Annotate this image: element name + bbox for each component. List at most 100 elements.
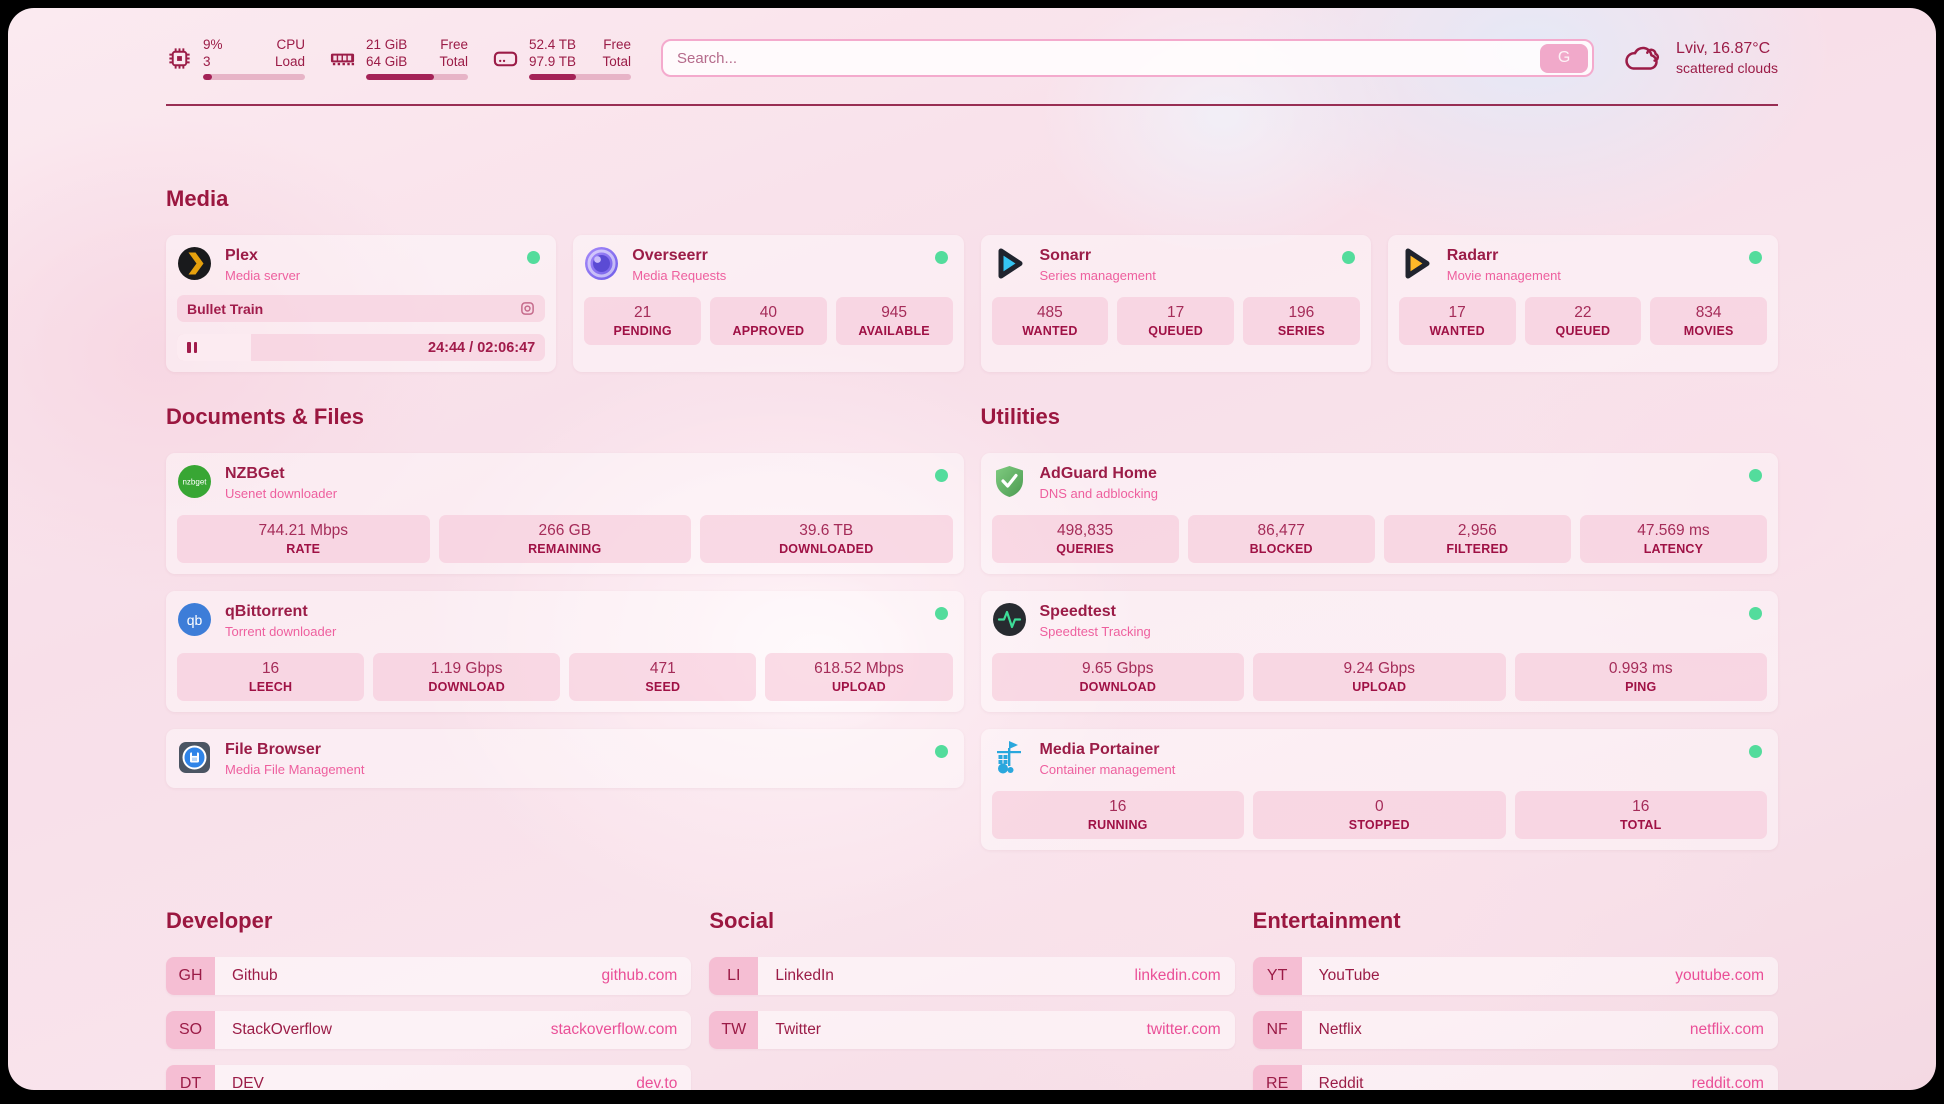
bookmark-group-social: Social LI LinkedIn linkedin.com TW Twitt… — [709, 908, 1235, 1090]
pause-icon[interactable] — [187, 342, 197, 353]
weather-condition: scattered clouds — [1676, 60, 1778, 76]
status-dot — [1749, 469, 1762, 482]
portainer-icon — [992, 740, 1027, 775]
stat-approved: 40 APPROVED — [710, 297, 827, 345]
bookmark-abbr: TW — [709, 1011, 759, 1049]
stat-pending: 21 PENDING — [584, 297, 701, 345]
bookmark-youtube[interactable]: YT YouTube youtube.com — [1252, 957, 1778, 995]
plex-icon — [177, 246, 212, 281]
bookmark-abbr: DT — [166, 1065, 215, 1090]
cpu-progress-fill — [203, 74, 213, 80]
stat-leech: 16 LEECH — [177, 653, 365, 701]
overseerr-icon — [584, 246, 619, 281]
bookmark-group-developer: Developer GH Github github.com SO StackO… — [166, 908, 692, 1090]
service-title: Sonarr — [1039, 247, 1092, 264]
search-bar: G — [661, 39, 1595, 77]
disk-free-line: 52.4 TB Free — [529, 36, 631, 53]
header-bar: 9% CPU 3 Load — [166, 36, 1778, 80]
service-title: NZBGet — [225, 465, 285, 482]
cpu-usage-value: 9% — [203, 37, 223, 52]
stat-remaining: 266 GB REMAINING — [438, 515, 691, 563]
bookmark-name: LinkedIn — [775, 967, 834, 984]
status-dot — [934, 469, 948, 482]
section-media: Media Plex Media server — [166, 186, 1778, 372]
status-dot — [1749, 251, 1762, 264]
service-card-sonarr[interactable]: Sonarr Series management 485 WANTED 17 Q… — [980, 235, 1371, 372]
bookmark-name: StackOverflow — [232, 1021, 332, 1038]
svg-text:qb: qb — [187, 612, 203, 628]
cpu-usage-label: CPU — [276, 37, 305, 52]
expand-view-icon[interactable] — [520, 301, 535, 316]
service-card-qbittorrent[interactable]: qb qBittorrent Torrent downloader 16 LEE… — [166, 591, 964, 712]
bookmark-github[interactable]: GH Github github.com — [166, 957, 692, 995]
resource-cpu: 9% CPU 3 Load — [166, 36, 305, 80]
service-card-nzbget[interactable]: nzbget NZBGet Usenet downloader 744.21 M… — [166, 453, 964, 574]
bookmark-name: DEV — [232, 1075, 264, 1090]
search-provider-button[interactable]: G — [1540, 43, 1589, 73]
service-title: Media Portainer — [1039, 741, 1160, 758]
bookmark-dev[interactable]: DT DEV dev.to — [166, 1065, 692, 1090]
service-subtitle: Usenet downloader — [225, 486, 338, 501]
service-card-filebrowser[interactable]: File Browser Media File Management — [166, 729, 964, 788]
bookmark-linkedin[interactable]: LI LinkedIn linkedin.com — [709, 957, 1235, 995]
service-subtitle: Media Requests — [632, 268, 727, 283]
now-playing-row: Bullet Train — [177, 295, 546, 322]
bookmark-domain: reddit.com — [1691, 1075, 1764, 1090]
cloud-icon — [1622, 42, 1664, 74]
service-card-plex[interactable]: Plex Media server Bullet Train — [166, 235, 557, 372]
bookmark-domain: github.com — [601, 967, 678, 984]
search-input[interactable] — [677, 49, 1541, 67]
status-dot — [934, 251, 948, 264]
sonarr-icon — [992, 246, 1027, 281]
disk-icon — [492, 45, 519, 72]
service-card-speedtest[interactable]: Speedtest Speedtest Tracking 9.65 Gbps D… — [980, 591, 1778, 712]
bookmark-netflix[interactable]: NF Netflix netflix.com — [1252, 1011, 1778, 1049]
section-title-documents: Documents & Files — [166, 404, 365, 429]
stat-stopped: 0 STOPPED — [1253, 791, 1506, 839]
bookmark-twitter[interactable]: TW Twitter twitter.com — [709, 1011, 1235, 1049]
section-documents: Documents & Files nzbget NZBGet U — [166, 404, 964, 850]
bookmark-name: Reddit — [1318, 1075, 1364, 1090]
disk-progress-fill — [529, 74, 576, 80]
stat-total: 16 TOTAL — [1514, 791, 1767, 839]
service-card-radarr[interactable]: Radarr Movie management 17 WANTED 22 QUE… — [1387, 235, 1778, 372]
status-dot — [527, 251, 541, 264]
filebrowser-icon — [177, 740, 212, 775]
now-playing-title: Bullet Train — [187, 300, 264, 317]
service-subtitle: Torrent downloader — [225, 624, 337, 639]
bookmark-reddit[interactable]: RE Reddit reddit.com — [1252, 1065, 1778, 1090]
memory-free-line: 21 GiB Free — [366, 36, 468, 53]
memory-free-label: Free — [440, 37, 468, 52]
disk-progress-bar — [529, 74, 631, 80]
service-card-portainer[interactable]: Media Portainer Container management 16 … — [980, 729, 1778, 850]
memory-icon — [329, 45, 356, 72]
status-dot — [934, 607, 948, 620]
stat-queries: 498,835 QUERIES — [991, 515, 1179, 563]
bookmark-abbr: YT — [1252, 957, 1302, 995]
bookmark-abbr: RE — [1252, 1065, 1302, 1090]
stat-series: 196 SERIES — [1243, 297, 1360, 345]
stat-download: 1.19 Gbps DOWNLOAD — [373, 653, 561, 701]
status-dot — [1749, 745, 1762, 758]
service-card-adguard[interactable]: AdGuard Home DNS and adblocking 498,835 … — [980, 453, 1778, 574]
qbittorrent-icon: qb — [177, 602, 212, 637]
service-subtitle: Speedtest Tracking — [1039, 624, 1151, 639]
cpu-usage-line: 9% CPU — [203, 36, 305, 53]
bookmark-name: Github — [232, 967, 278, 984]
stat-upload: 618.52 Mbps UPLOAD — [765, 653, 953, 701]
header-divider — [166, 104, 1778, 106]
service-subtitle: Media server — [225, 268, 301, 283]
bookmark-name: Twitter — [775, 1021, 821, 1038]
weather-location: Lviv, 16.87°C — [1676, 40, 1771, 57]
bookmark-domain: stackoverflow.com — [550, 1021, 678, 1038]
section-utilities: Utilities — [980, 404, 1778, 850]
bookmark-domain: netflix.com — [1689, 1021, 1764, 1038]
bookmark-stackoverflow[interactable]: SO StackOverflow stackoverflow.com — [166, 1011, 692, 1049]
service-card-overseerr[interactable]: Overseerr Media Requests 21 PENDING 40 A… — [573, 235, 964, 372]
service-subtitle: Series management — [1039, 268, 1156, 283]
memory-total-label: Total — [439, 54, 468, 69]
section-title-utilities: Utilities — [980, 404, 1060, 429]
disk-total-line: 97.9 TB Total — [529, 53, 631, 70]
disk-total-label: Total — [602, 54, 631, 69]
stat-rate: 744.21 Mbps RATE — [177, 515, 430, 563]
